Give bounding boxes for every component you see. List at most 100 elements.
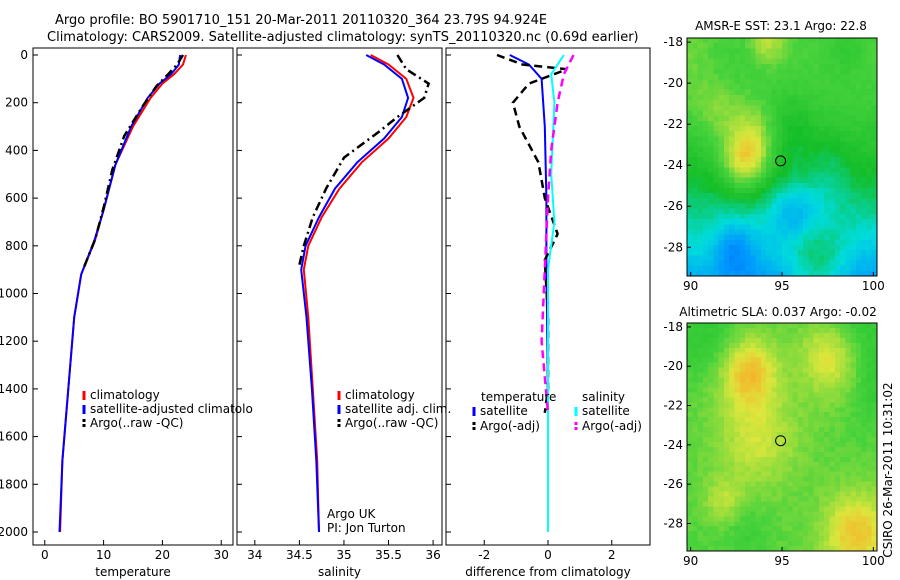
sla-map-cell (745, 422, 751, 428)
sst-map-cell (708, 48, 714, 55)
sst-map-cell (734, 182, 741, 189)
sst-map-cell (745, 265, 751, 272)
sla-map-cell (840, 446, 846, 453)
sla-map-cell (803, 332, 809, 339)
sst-map-cell (776, 53, 783, 60)
salinity-axes-box (236, 47, 443, 546)
sla-map-cell (771, 417, 778, 423)
sst-map-cell (718, 198, 725, 205)
sla-map-cell (766, 446, 773, 453)
sst-map-cell (792, 162, 799, 168)
sst-map-cell (766, 219, 773, 225)
sla-map-cell (692, 352, 699, 359)
sst-map-cell (766, 255, 773, 262)
sla-map-cell (771, 323, 778, 329)
sst-map-cell (776, 146, 783, 153)
sst-map-cell (776, 250, 783, 256)
difference-series-line-2 (547, 54, 565, 532)
sst-map-cell (734, 177, 741, 184)
sst-map-cell (702, 125, 709, 132)
sla-map-cell (771, 516, 778, 522)
sst-map-cell (855, 162, 862, 168)
sst-map-cell (745, 146, 751, 153)
sst-map-cell (782, 110, 788, 117)
sla-map-cell (824, 357, 831, 364)
sst-map-cell (808, 229, 815, 236)
temperature-xtick-label: 10 (96, 548, 111, 562)
sst-map-cell (766, 188, 773, 194)
sla-map-cell (797, 432, 804, 438)
float-credit-label: PI: Jon Turton (327, 521, 406, 535)
sst-map-cell (750, 260, 757, 267)
sla-map-cell (808, 496, 815, 503)
sst-map-cell (840, 208, 846, 215)
sst-map-cell (766, 69, 773, 75)
sla-map-cell (792, 427, 799, 433)
sst-map-cell (787, 255, 794, 262)
sst-map-cell (792, 182, 799, 189)
sst-map-cell (713, 188, 720, 194)
sla-map-cell (871, 347, 878, 354)
sla-map-cell (739, 511, 746, 517)
sst-map-cell (755, 198, 762, 205)
sst-map-cell (745, 63, 751, 70)
sst-map-cell (855, 182, 862, 189)
sst-map-cell (771, 224, 778, 231)
sla-map-cell (861, 476, 868, 483)
sst-map-cell (687, 84, 693, 91)
sla-map-cell (718, 541, 725, 547)
sst-map-cell (824, 270, 831, 277)
sst-map-cell (866, 255, 873, 262)
sst-map-cell (803, 89, 809, 96)
sst-map-cell (697, 151, 704, 158)
sst-map-cell (734, 115, 741, 122)
sst-map-cell (803, 193, 809, 199)
sst-map-cell (750, 43, 757, 49)
sst-map-cell (871, 162, 878, 168)
sst-map-cell (692, 79, 699, 86)
sla-map-cell (782, 536, 788, 542)
sla-map-cell (729, 342, 736, 349)
sla-map-cell (797, 337, 804, 344)
sla-map-cell (702, 526, 709, 532)
sla-map-cell (808, 546, 815, 552)
sla-map-cell (692, 451, 699, 458)
sst-map-cell (850, 177, 857, 184)
sst-map-cell (792, 265, 799, 272)
sst-map-cell (808, 255, 815, 262)
sla-map-cell (797, 367, 804, 374)
sla-map-cell (850, 412, 857, 418)
sla-map-cell (813, 546, 820, 552)
sla-map-cell (718, 437, 725, 443)
sla-map-cell (813, 506, 820, 512)
sla-map-cell (834, 337, 841, 344)
sst-map-cell (760, 193, 767, 199)
sst-map-cell (861, 234, 868, 241)
sst-map-cell (808, 120, 815, 127)
sst-map-cell (745, 239, 751, 246)
sst-map-cell (855, 234, 862, 241)
sla-map-cell (824, 412, 831, 418)
sst-map-cell (782, 84, 788, 91)
sst-map-cell (818, 141, 825, 148)
sst-map-cell (855, 172, 862, 179)
sst-map-cell (692, 136, 699, 143)
sla-map-cell (687, 372, 693, 379)
sla-map-cell (866, 382, 873, 389)
sla-map-cell (845, 446, 852, 453)
sla-map-cell (708, 402, 714, 408)
sst-map-cell (803, 100, 809, 106)
sla-map-cell (808, 461, 815, 468)
sst-map-cell (818, 203, 825, 210)
sla-map-cell (739, 397, 746, 403)
sst-map-cell (692, 162, 699, 168)
sla-map-cell (792, 357, 799, 364)
sst-map-cell (813, 74, 820, 80)
sst-map-cell (855, 213, 862, 220)
sla-map-cell (729, 377, 736, 384)
sla-map-cell (824, 417, 831, 423)
sst-map-cell (792, 151, 799, 158)
sla-map-cell (755, 476, 762, 483)
sla-map-cell (766, 441, 773, 448)
sst-map-cell (850, 234, 857, 241)
